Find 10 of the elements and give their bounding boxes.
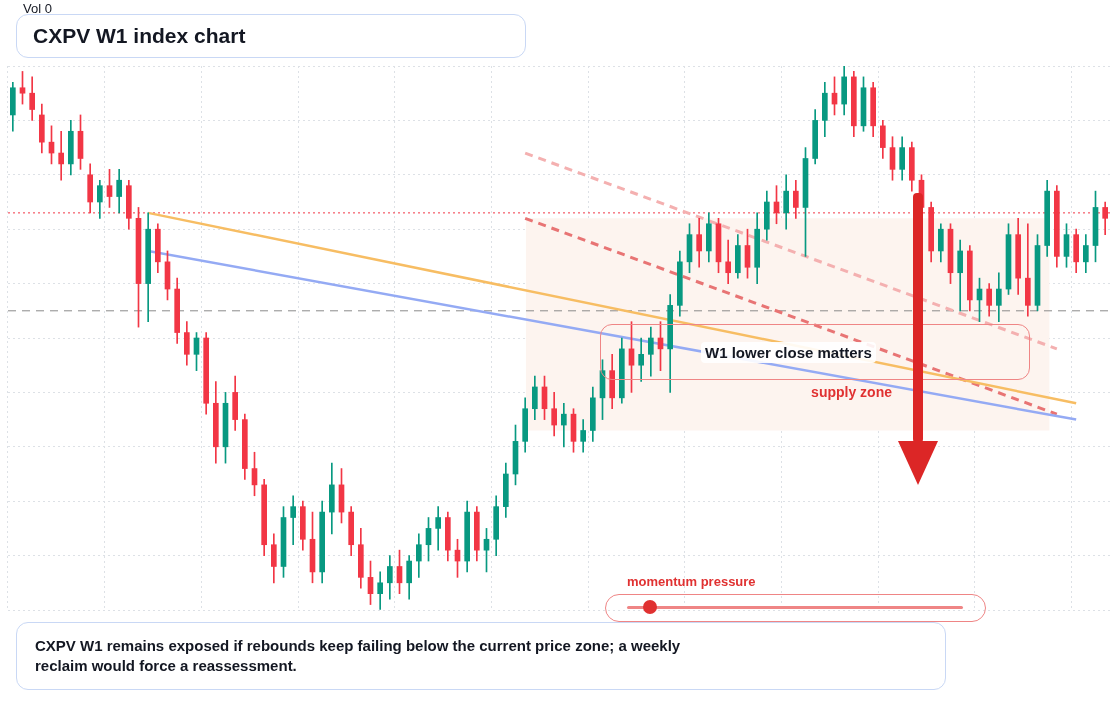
text: CXPV W1 remains exposed if rebounds keep failing below the current price zone; a weekly reclaim would force a reassessment. xyxy=(35,636,682,676)
band-label: supply zone xyxy=(811,384,893,401)
candlestick xyxy=(725,239,731,284)
chart-title: CXPV W1 index chart xyxy=(33,24,246,47)
annotation: W1 lower close matters xyxy=(701,341,876,363)
candlestick xyxy=(561,402,567,448)
annotation: momentum pressure xyxy=(627,574,756,589)
text: Vol 0 xyxy=(23,1,52,16)
candlestick xyxy=(290,495,296,546)
candlestick xyxy=(58,130,64,181)
